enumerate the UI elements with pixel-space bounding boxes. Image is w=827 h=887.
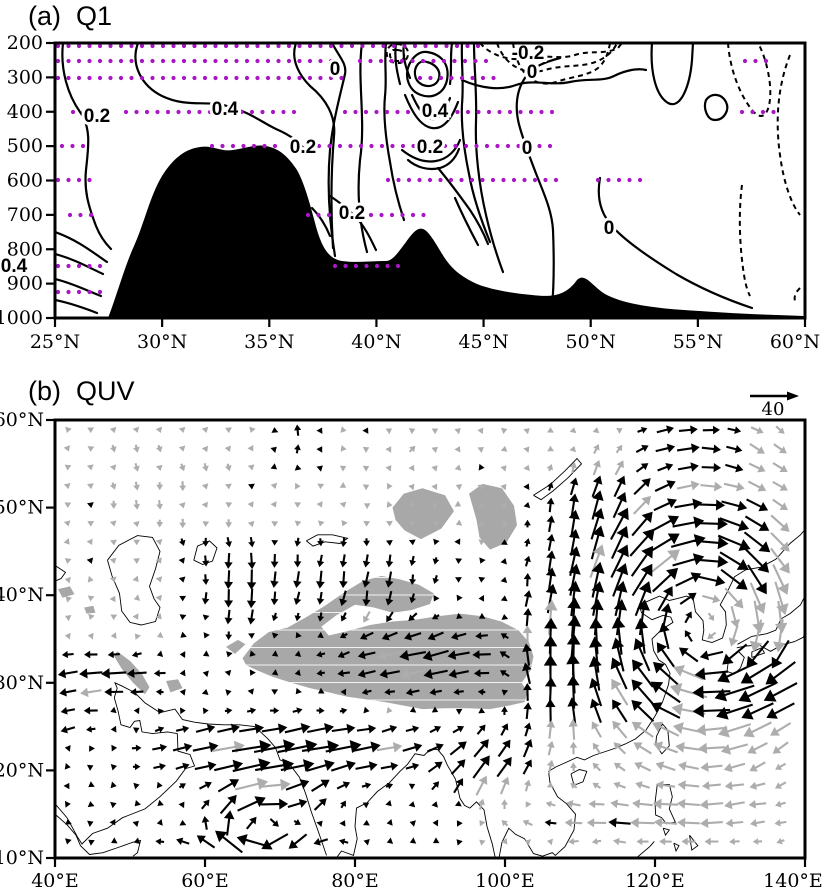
pressure-tick-label: 200 [7, 32, 43, 54]
reference-vector-label: 40 [762, 399, 785, 420]
latitude-tick-label: 35°N [244, 331, 294, 353]
contour-label: 0.4 [212, 99, 239, 120]
contour-label: 0.2 [290, 137, 316, 158]
pressure-tick-label: 900 [7, 273, 43, 295]
contour-label: 0.4 [1, 256, 28, 277]
panel-b-map-content [56, 424, 804, 857]
contour-label: 0.4 [422, 101, 449, 122]
longitude-tick-label: 80°E [331, 870, 379, 887]
longitude-tick-label: 40°E [31, 870, 79, 887]
latitude-tick-label: 40°N [0, 584, 44, 606]
panel-b-frame [53, 418, 807, 860]
reference-vector-arrow: 40 [750, 391, 799, 420]
contour-label: 0.2 [417, 137, 443, 158]
latitude-tick-label: 10°N [0, 847, 44, 869]
latitude-tick-label: 60°N [770, 331, 820, 353]
pressure-tick-label: 300 [7, 66, 43, 88]
contour-label: 0 [527, 62, 538, 83]
latitude-tick-label: 50°N [566, 331, 616, 353]
terrain-shading [58, 483, 534, 710]
contour-label: 0 [330, 59, 341, 80]
latitude-tick-label: 30°N [0, 672, 44, 694]
pressure-tick-label: 800 [7, 238, 43, 260]
panel-b-title: (b) QUV [28, 376, 135, 406]
pressure-tick-label: 500 [7, 135, 43, 157]
latitude-tick-label: 45°N [458, 331, 508, 353]
latitude-tick-label: 40°N [351, 331, 401, 353]
quiver-arrows [57, 424, 798, 854]
pressure-tick-label: 700 [7, 204, 43, 226]
contour-label: 0.2 [339, 203, 365, 224]
latitude-tick-label: 25°N [30, 331, 80, 353]
longitude-tick-label: 60°E [181, 870, 229, 887]
significance-stipple [56, 44, 776, 295]
latitude-tick-label: 30°N [137, 331, 187, 353]
contour-label: -0.2 [512, 43, 545, 64]
latitude-tick-label: 50°N [0, 497, 44, 519]
latitude-tick-label: 60°N [0, 409, 44, 431]
contour-label: 0.2 [84, 106, 110, 127]
panel-a-contour-field [56, 44, 804, 317]
terrain-silhouette [108, 145, 804, 317]
pressure-tick-label: 400 [7, 101, 43, 123]
panel-b-map: 60°N 50°N 40°N 30°N 20°N 10°N40°E 60°E 80°E 100°… [0, 409, 823, 887]
longitude-tick-label: 120°E [625, 870, 685, 887]
longitude-tick-label: 140°E [763, 870, 823, 887]
panel-a-title: (a) Q1 [28, 1, 112, 31]
longitude-tick-label: 100°E [475, 870, 535, 887]
latitude-tick-label: 20°N [0, 759, 44, 781]
contour-label: 0 [604, 218, 615, 239]
latitude-tick-label: 55°N [673, 331, 723, 353]
pressure-tick-label: 1000 [0, 307, 43, 329]
pressure-tick-label: 600 [7, 170, 43, 192]
panel-a-plot: 0.2 0.400.20.40.2-0.2000.200.420030040050… [0, 32, 820, 353]
contour-label: 0 [522, 138, 533, 159]
